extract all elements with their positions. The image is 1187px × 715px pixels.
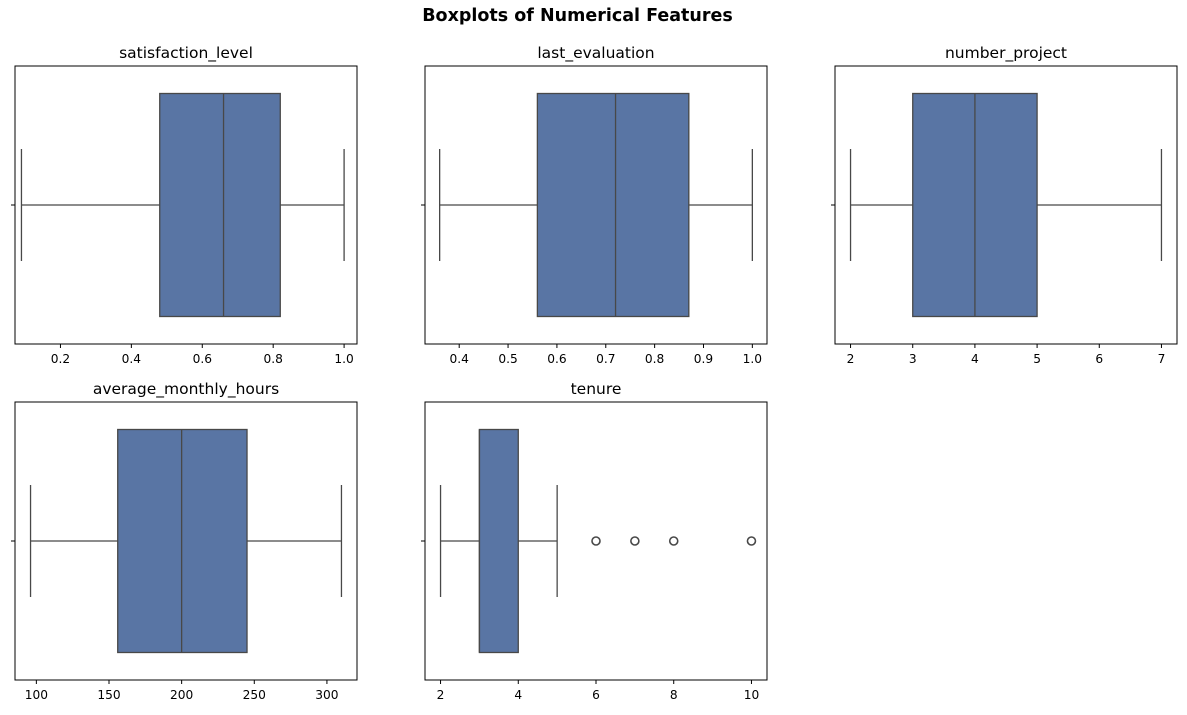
x-tick-label: 6	[1095, 352, 1103, 366]
subplot-title: tenure	[571, 380, 622, 398]
x-tick-label: 1.0	[334, 352, 353, 366]
subplot-title: satisfaction_level	[119, 44, 253, 63]
x-tick-label: 250	[243, 688, 266, 702]
outlier-point	[668, 536, 679, 546]
iqr-box	[478, 428, 519, 654]
x-tick-label: 300	[315, 688, 338, 702]
x-tick-label: 0.8	[263, 352, 282, 366]
x-tick-label: 0.5	[498, 352, 517, 366]
subplot-title: last_evaluation	[537, 44, 654, 63]
x-tick-label: 7	[1158, 352, 1166, 366]
x-tick-label: 0.8	[645, 352, 664, 366]
x-tick-label: 4	[971, 352, 979, 366]
subplot-last-evaluation: last_evaluation 0.4 0.5 0.6 0.7 0.8 0.9 1.0	[421, 44, 768, 366]
x-tick-label: 3	[909, 352, 917, 366]
subplot-title: average_monthly_hours	[93, 380, 279, 399]
x-tick-label: 0.6	[193, 352, 212, 366]
x-tick-label: 2	[847, 352, 855, 366]
iqr-box	[536, 92, 690, 318]
x-tick-label: 10	[744, 688, 760, 702]
outlier-point	[746, 536, 757, 546]
x-tick-label: 2	[437, 688, 445, 702]
x-tick-label: 0.4	[122, 352, 142, 366]
x-tick-label: 6	[592, 688, 600, 702]
outlier-point	[630, 536, 640, 546]
x-tick-label: 4	[514, 688, 522, 702]
subplot-title: number_project	[945, 44, 1067, 63]
figure-title: Boxplots of Numerical Features	[422, 6, 733, 26]
x-tick-label: 0.7	[596, 352, 615, 366]
x-tick-label: 200	[170, 688, 193, 702]
subplot-satisfaction-level: satisfaction_level 0.2 0.4 0.6 0.8 1.0	[11, 44, 358, 366]
x-tick-label: 0.6	[547, 352, 566, 366]
subplot-number-project: number_project 2 3 4 5 6 7	[831, 44, 1178, 366]
x-tick-label: 0.2	[51, 352, 70, 366]
x-tick-label: 1.0	[743, 352, 762, 366]
x-tick-label: 0.9	[694, 352, 713, 366]
subplot-tenure: tenure 2 4 6 8 10	[421, 380, 768, 702]
iqr-box	[117, 428, 248, 654]
subplot-average-monthly-hours: average_monthly_hours 100 150 200 250 300	[11, 380, 358, 702]
x-tick-label: 8	[670, 688, 678, 702]
x-tick-label: 100	[25, 688, 48, 702]
x-tick-label: 150	[97, 688, 120, 702]
outlier-point	[591, 536, 601, 546]
x-tick-label: 5	[1033, 352, 1041, 366]
iqr-box	[159, 92, 281, 318]
x-tick-label: 0.4	[450, 352, 470, 366]
